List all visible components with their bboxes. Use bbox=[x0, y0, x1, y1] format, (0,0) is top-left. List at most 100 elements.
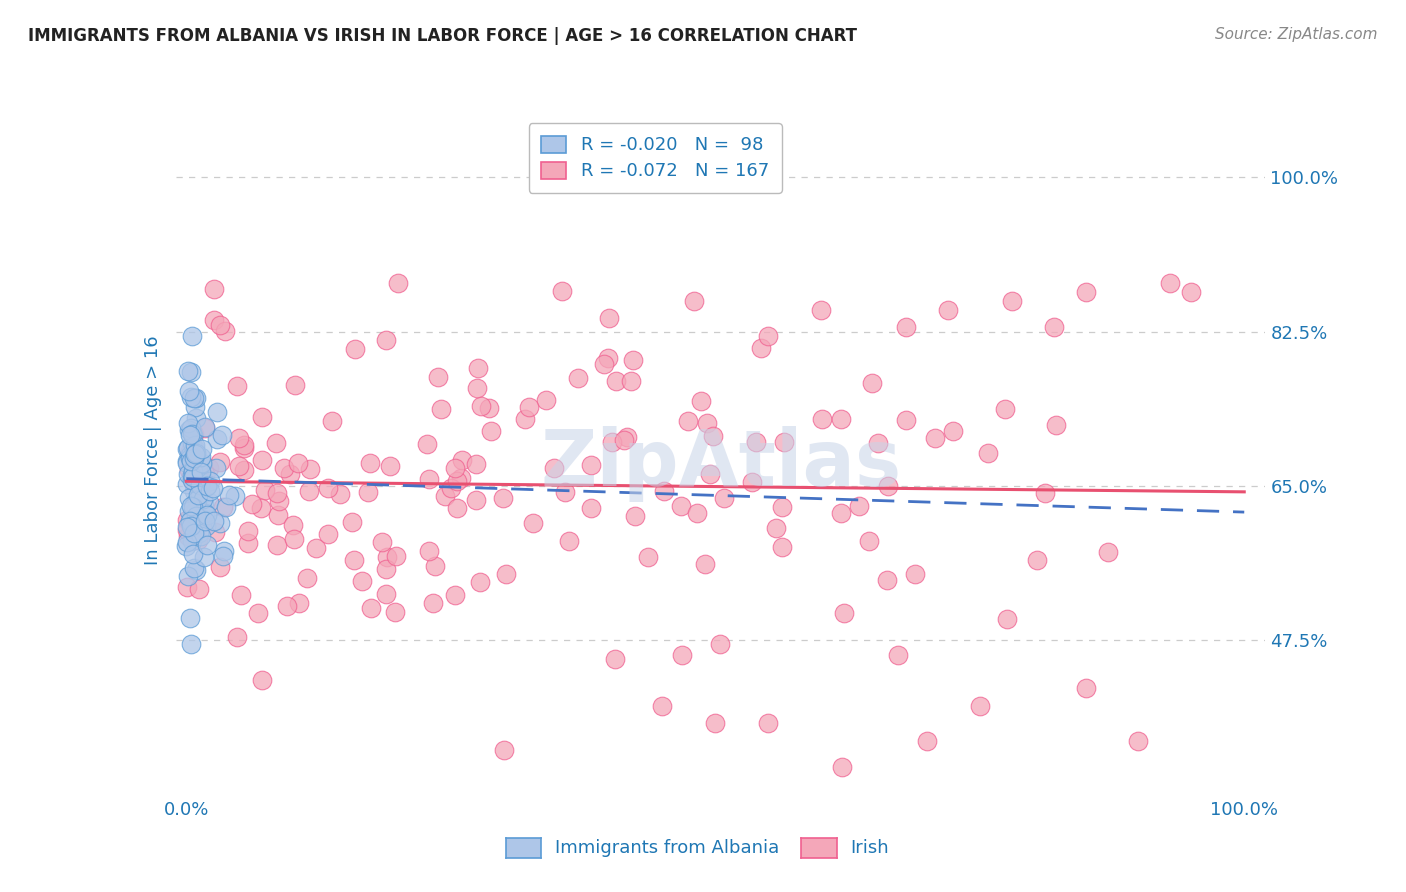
Point bbox=[186, 501, 208, 516]
Point bbox=[250, 500, 273, 515]
Point bbox=[181, 436, 204, 450]
Point bbox=[551, 285, 574, 299]
Point bbox=[298, 462, 321, 476]
Point bbox=[180, 390, 202, 404]
Point bbox=[224, 489, 246, 503]
Point bbox=[233, 463, 256, 477]
Point bbox=[676, 414, 699, 428]
Point bbox=[176, 539, 198, 553]
Point bbox=[194, 506, 217, 520]
Point bbox=[904, 567, 927, 582]
Point bbox=[184, 437, 207, 451]
Point bbox=[183, 391, 205, 405]
Point bbox=[215, 500, 238, 514]
Point bbox=[181, 547, 204, 561]
Point bbox=[176, 513, 198, 527]
Point bbox=[180, 467, 202, 482]
Point bbox=[877, 479, 900, 493]
Point bbox=[228, 459, 250, 474]
Point bbox=[183, 443, 205, 458]
Point bbox=[1074, 285, 1097, 299]
Point bbox=[188, 526, 211, 541]
Point bbox=[858, 534, 880, 549]
Y-axis label: In Labor Force | Age > 16: In Labor Force | Age > 16 bbox=[143, 335, 162, 566]
Point bbox=[357, 485, 380, 500]
Point bbox=[181, 534, 204, 549]
Point bbox=[209, 516, 232, 530]
Point bbox=[183, 459, 205, 474]
Point bbox=[375, 587, 398, 601]
Point bbox=[316, 527, 339, 541]
Point bbox=[179, 444, 201, 458]
Point bbox=[443, 460, 465, 475]
Point bbox=[915, 734, 938, 748]
Point bbox=[198, 495, 221, 509]
Point bbox=[770, 541, 793, 555]
Point bbox=[830, 506, 852, 520]
Point bbox=[183, 497, 205, 511]
Point bbox=[446, 474, 468, 488]
Point bbox=[179, 491, 201, 505]
Point bbox=[205, 432, 228, 446]
Point bbox=[183, 464, 205, 478]
Point bbox=[183, 561, 205, 575]
Point bbox=[305, 541, 328, 555]
Point bbox=[756, 329, 779, 343]
Point bbox=[184, 401, 207, 415]
Point bbox=[440, 481, 463, 495]
Point bbox=[1043, 320, 1066, 334]
Point bbox=[179, 611, 201, 625]
Point bbox=[468, 574, 491, 589]
Point bbox=[194, 420, 217, 434]
Point bbox=[709, 637, 731, 651]
Point bbox=[204, 524, 226, 539]
Text: Immigrants from Albania: Immigrants from Albania bbox=[555, 839, 779, 857]
Point bbox=[188, 582, 211, 596]
Point bbox=[374, 333, 396, 347]
Point bbox=[186, 476, 208, 491]
Point bbox=[214, 324, 236, 338]
Point bbox=[190, 450, 212, 465]
Point bbox=[190, 488, 212, 502]
Point bbox=[284, 378, 307, 392]
Point bbox=[179, 423, 201, 437]
Point bbox=[212, 500, 235, 515]
Point bbox=[444, 588, 467, 602]
Point bbox=[180, 454, 202, 468]
Point bbox=[184, 391, 207, 405]
Point bbox=[225, 379, 247, 393]
Point bbox=[1026, 553, 1049, 567]
Point bbox=[384, 606, 406, 620]
Point bbox=[479, 424, 502, 438]
Point bbox=[492, 743, 515, 757]
Point bbox=[180, 365, 202, 379]
Point bbox=[176, 520, 198, 534]
Point bbox=[831, 760, 853, 774]
Point bbox=[228, 431, 250, 445]
Point bbox=[567, 370, 589, 384]
Point bbox=[671, 648, 693, 663]
Point bbox=[180, 421, 202, 435]
Text: IMMIGRANTS FROM ALBANIA VS IRISH IN LABOR FORCE | AGE > 16 CORRELATION CHART: IMMIGRANTS FROM ALBANIA VS IRISH IN LABO… bbox=[28, 27, 858, 45]
Point bbox=[554, 485, 576, 500]
Point bbox=[616, 430, 638, 444]
Point bbox=[522, 516, 544, 530]
Point bbox=[214, 544, 236, 558]
Point bbox=[519, 401, 541, 415]
Point bbox=[179, 448, 201, 462]
Point bbox=[218, 488, 240, 502]
Point bbox=[181, 507, 204, 521]
Point bbox=[179, 514, 201, 528]
Point bbox=[267, 493, 290, 508]
Point bbox=[238, 524, 260, 538]
Point bbox=[181, 427, 204, 442]
Point bbox=[266, 538, 288, 552]
Point bbox=[756, 716, 779, 731]
Point bbox=[202, 313, 225, 327]
Point bbox=[193, 491, 215, 506]
Point bbox=[195, 478, 218, 492]
Point bbox=[183, 450, 205, 465]
Point bbox=[936, 302, 959, 317]
Point bbox=[193, 517, 215, 532]
Point bbox=[267, 508, 290, 522]
